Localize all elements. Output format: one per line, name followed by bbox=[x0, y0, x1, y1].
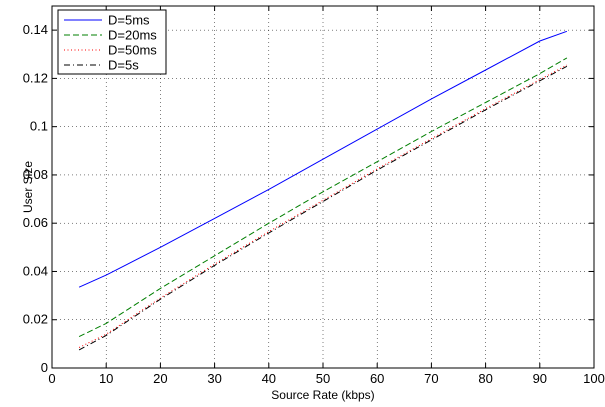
x-axis-label: Source Rate (kbps) bbox=[271, 388, 374, 402]
axis-ticks: 0 10 20 30 40 50 60 70 80 90 100 0 0.02 0.04 0.06 0.08 0… bbox=[23, 6, 605, 386]
x-tick-label: 70 bbox=[424, 371, 438, 386]
x-tick-label: 20 bbox=[153, 371, 167, 386]
y-tick-label: 0.06 bbox=[23, 215, 48, 230]
x-tick-label: 60 bbox=[370, 371, 384, 386]
legend-box bbox=[57, 9, 167, 75]
x-tick-label: 80 bbox=[478, 371, 492, 386]
x-tick-label: 30 bbox=[207, 371, 221, 386]
x-tick-label: 40 bbox=[262, 371, 276, 386]
y-tick-label: 0.1 bbox=[30, 119, 48, 134]
y-tick-label: 0.04 bbox=[23, 263, 48, 278]
series-line-0 bbox=[78, 30, 568, 288]
x-tick-label: 100 bbox=[583, 371, 605, 386]
y-axis-label: User Size bbox=[21, 161, 35, 213]
x-tick-label: 0 bbox=[48, 371, 55, 386]
x-tick-label: 50 bbox=[316, 371, 330, 386]
y-tick-label: 0.14 bbox=[23, 22, 48, 37]
legend-label-2: D=50ms bbox=[108, 43, 157, 58]
legend-label-0: D=5ms bbox=[108, 13, 150, 28]
y-tick-label: 0.08 bbox=[23, 167, 48, 182]
x-tick-label: 90 bbox=[533, 371, 547, 386]
y-tick-label: 0.02 bbox=[23, 312, 48, 327]
series-line-2 bbox=[78, 64, 568, 348]
series-line-1 bbox=[78, 57, 568, 338]
legend-label-1: D=20ms bbox=[108, 28, 157, 43]
series-line-3 bbox=[78, 65, 568, 351]
y-tick-label: 0 bbox=[41, 360, 48, 375]
x-tick-label: 10 bbox=[99, 371, 113, 386]
series-lines bbox=[78, 30, 568, 351]
legend-label-3: D=5s bbox=[108, 58, 139, 73]
y-tick-label: 0.12 bbox=[23, 70, 48, 85]
